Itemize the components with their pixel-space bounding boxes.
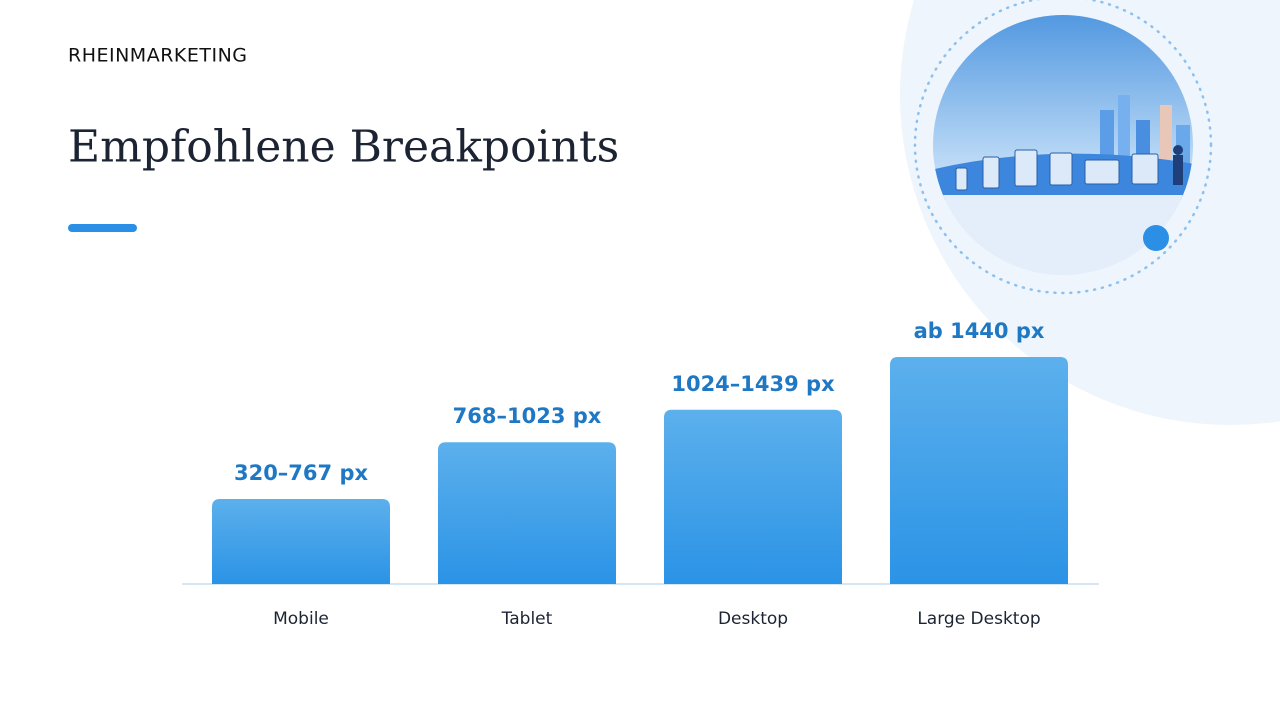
x-tick-label: Tablet [501,609,553,629]
bar [438,442,616,584]
chart-title: Empfohlene Breakpoints [68,122,619,173]
value-label: 320–767 px [234,461,369,485]
logo: RHEINMARKETING [68,45,248,67]
x-tick-label: Desktop [718,609,788,629]
x-tick-label: Mobile [273,609,329,629]
value-label: 1024–1439 px [671,372,835,396]
bar [664,409,842,584]
bar [890,357,1068,584]
value-label: 768–1023 px [453,404,602,428]
decor-ring [913,0,1213,295]
title-underline [68,224,137,232]
decor-dot [1143,225,1169,251]
bar [212,499,390,584]
value-label: ab 1440 px [914,319,1045,343]
x-tick-label: Large Desktop [917,609,1040,629]
